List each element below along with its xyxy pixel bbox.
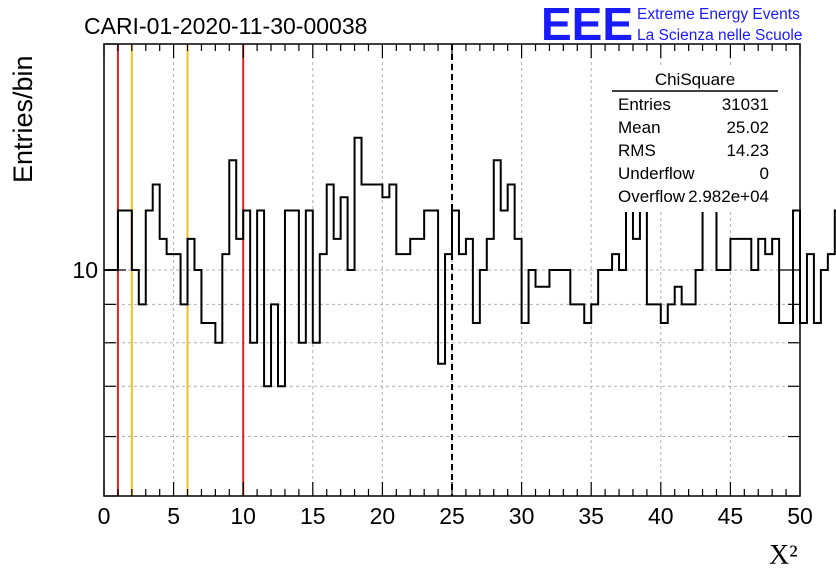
stats-value-entries: 31031 [722,95,769,114]
stats-value-underflow: 0 [760,164,769,183]
x-tick-label: 15 [300,503,326,529]
stats-box: ChiSquare Entries 31031 Mean 25.02 RMS 1… [612,66,778,212]
stats-label-underflow: Underflow [618,164,695,183]
run-title: CARI-01-2020-11-30-00038 [84,13,367,39]
stats-title: ChiSquare [655,70,735,89]
x-tick-label: 5 [167,503,180,529]
project-subtitle: La Scienza nelle Scuole [637,27,802,44]
y-axis-label: Entries/bin [8,55,38,183]
x-tick-label: 50 [787,503,813,529]
eee-logo: EEE [541,0,633,50]
x-tick-label: 40 [648,503,674,529]
stats-label-entries: Entries [618,95,671,114]
x-axis-label: Χ² [769,540,798,571]
stats-label-mean: Mean [618,118,661,137]
stats-value-rms: 14.23 [726,141,769,160]
stats-value-overflow: 2.982e+04 [688,187,769,206]
project-name: Extreme Energy Events [637,6,800,23]
x-tick-label: 0 [98,503,111,529]
stats-label-overflow: Overflow [618,187,686,206]
plot-frame [103,43,801,497]
x-tick-label: 20 [370,503,396,529]
y-tick-label: 10 [72,257,98,283]
stats-label-rms: RMS [618,141,656,160]
histogram-series [104,115,836,388]
stats-value-mean: 25.02 [726,118,769,137]
x-tick-label: 35 [578,503,604,529]
x-tick-label: 30 [509,503,535,529]
x-tick-label: 10 [230,503,256,529]
x-tick-label: 45 [718,503,744,529]
tick-labels: 0 5 10 15 20 25 30 35 40 45 50 10 [72,257,812,529]
x-tick-label: 25 [439,503,465,529]
